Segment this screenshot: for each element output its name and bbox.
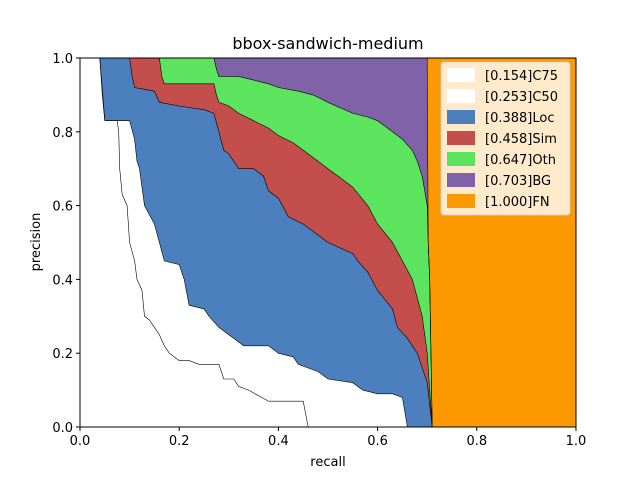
legend-swatch	[447, 152, 475, 166]
legend-entry: [0.388]Loc	[485, 111, 554, 126]
legend-swatch	[447, 194, 475, 208]
boundary-line-c50	[99, 57, 408, 428]
y-axis-label: precision	[29, 213, 44, 272]
area-series-group	[80, 58, 576, 427]
legend-swatch	[447, 68, 475, 82]
y-tick-label: 1.0	[52, 52, 73, 67]
area-series-c50	[80, 58, 408, 427]
legend-entry: [0.154]C75	[485, 69, 558, 84]
y-tick-label: 0.8	[52, 126, 73, 141]
legend-items: [0.154]C75 [0.253]C50 [0.388]Loc [0.458]Sim…	[447, 68, 558, 210]
x-tick-label: 0.6	[367, 434, 388, 449]
legend-entry: [0.458]Sim	[485, 132, 557, 147]
boundary-line-loc	[99, 57, 433, 428]
x-axis-label: recall	[310, 455, 345, 470]
x-tick-label: 0.2	[169, 434, 190, 449]
legend-swatch	[447, 110, 475, 124]
x-tick-label: 1.0	[566, 434, 587, 449]
y-tick-label: 0.2	[52, 347, 73, 362]
legend-entry: [0.647]Oth	[485, 153, 556, 168]
plot-frame	[79, 57, 577, 428]
boundary-line-c75	[99, 57, 309, 428]
y-tick-label: 0.6	[52, 200, 73, 215]
boundary-lines-group	[99, 57, 433, 428]
legend-swatch	[447, 89, 475, 103]
legend-swatch	[447, 131, 475, 145]
boundary-line-sim	[129, 57, 433, 428]
legend-entry: [0.703]BG	[485, 174, 551, 189]
area-series-c75	[80, 58, 309, 427]
chart-title: bbox-sandwich-medium	[232, 34, 423, 53]
y-tick-label: 0.0	[52, 421, 73, 436]
y-tick-label: 0.4	[52, 273, 73, 288]
legend-entry: [1.000]FN	[485, 195, 550, 210]
legend: [0.154]C75 [0.253]C50 [0.388]Loc [0.458]Sim…	[440, 61, 571, 216]
y-axis-ticks: 0.0 0.2 0.4 0.6 0.8 1.0	[52, 52, 80, 436]
x-tick-label: 0.4	[268, 434, 289, 449]
boundary-line-oth	[159, 57, 433, 428]
x-axis-ticks: 0.0 0.2 0.4 0.6 0.8 1.0	[70, 427, 587, 449]
x-tick-label: 0.8	[466, 434, 487, 449]
x-tick-label: 0.0	[70, 434, 91, 449]
legend-swatch	[447, 173, 475, 187]
legend-entry: [0.253]C50	[485, 90, 558, 105]
